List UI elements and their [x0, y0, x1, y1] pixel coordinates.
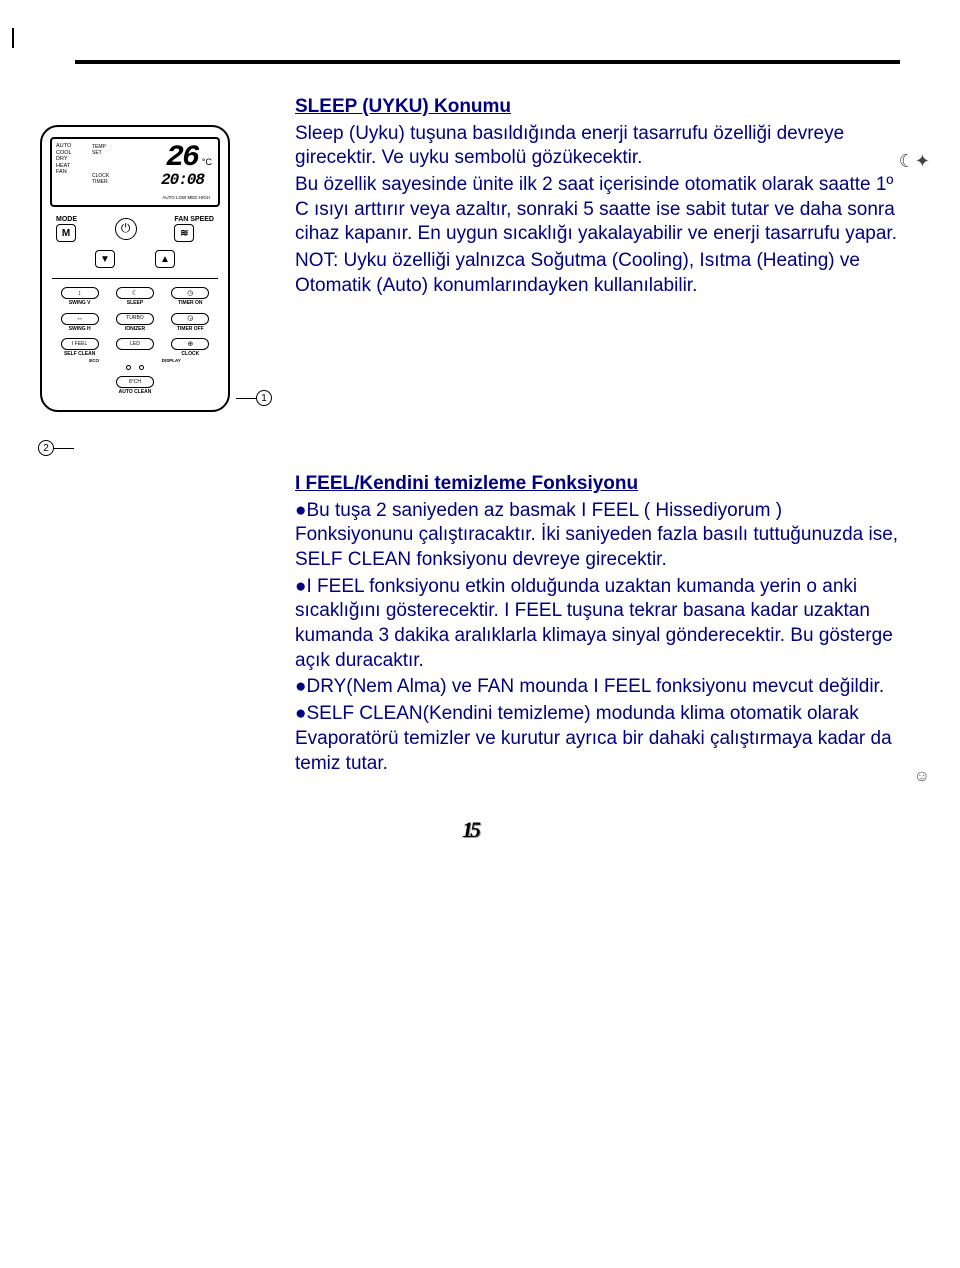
remote-main-buttons: MODE M ⏻ FAN SPEED ≋	[50, 215, 220, 246]
ifeel-button: I FEEL	[61, 338, 99, 350]
dot-icon	[139, 365, 144, 370]
section1-p2: Bu özellik sayesinde ünite ilk 2 saat iç…	[295, 173, 900, 247]
lcd-mode-list: AUTO COOL DRY HEAT FAN	[56, 143, 72, 176]
timer-off-button: ◶	[171, 313, 209, 325]
swing-h-label: SWING H	[56, 327, 103, 333]
sleep-button: ☾	[116, 287, 154, 299]
lcd-mode: FAN	[56, 169, 72, 176]
power-button: ⏻	[115, 218, 137, 240]
swing-v-label: SWING V	[56, 301, 103, 307]
page-number-container: 15	[40, 816, 900, 845]
section2-bullet1: ●Bu tuşa 2 saniyeden az basmak I FEEL ( …	[295, 499, 900, 573]
timer-on-label: TIMER ON	[167, 301, 214, 307]
lcd-clock-label-bottom: TIMER	[92, 180, 109, 186]
lcd-mode: COOL	[56, 150, 72, 157]
remote-divider	[52, 278, 218, 279]
remote-function-buttons: ↕ SWING V ☾ SLEEP ◷ TIMER ON ↔ SWING H	[50, 287, 220, 358]
remote-control-illustration: AUTO COOL DRY HEAT FAN TEMP SET 26 °C CL…	[40, 125, 230, 412]
section1-p1: Sleep (Uyku) tuşuna basıldığında enerji …	[295, 122, 900, 171]
swing-h-button: ↔	[61, 313, 99, 325]
remote-self-labels: ECO DISPLAY	[50, 358, 220, 364]
lcd-fan-speed: AUTO LOW MED HIGH	[162, 195, 210, 201]
led-button: LED	[116, 338, 154, 350]
remote-arrow-buttons: ▼ ▲	[50, 250, 220, 268]
callout-1-line	[236, 398, 256, 399]
mode-label: MODE	[56, 215, 77, 224]
remote-indicator-dots	[50, 365, 220, 370]
section2-heading: I FEEL/Kendini temizleme Fonksiyonu	[295, 472, 900, 497]
page-number: 15	[462, 816, 478, 845]
callout-2: 2	[38, 440, 54, 456]
mode-button: M	[56, 224, 76, 242]
lcd-clock: 20:08	[161, 170, 204, 191]
section1-heading: SLEEP (UYKU) Konumu	[295, 95, 900, 120]
section2-bullet3: ●DRY(Nem Alma) ve FAN mounda I FEEL fonk…	[295, 675, 900, 700]
temp-up-button: ▲	[155, 250, 175, 268]
section1-text: ☾✦ SLEEP (UYKU) Konumu Sleep (Uyku) tuşu…	[295, 95, 900, 301]
auto-clean-label: AUTO CLEAN	[50, 390, 220, 396]
fan-speed-label: FAN SPEED	[174, 215, 214, 224]
dot-icon	[126, 365, 131, 370]
ionizer-button: TURBO	[116, 313, 154, 325]
lcd-temp-label: TEMP SET	[92, 145, 106, 156]
lcd-mode: HEAT	[56, 163, 72, 170]
ionizer-label: IONIZER	[111, 327, 158, 333]
left-crop-mark	[12, 28, 14, 48]
section2-text: ☺ I FEEL/Kendini temizleme Fonksiyonu ●B…	[295, 472, 900, 776]
timer-on-button: ◷	[171, 287, 209, 299]
section1-p3: NOT: Uyku özelliği yalnızca Soğutma (Coo…	[295, 249, 900, 298]
moon-icon: ☾✦	[899, 150, 930, 173]
remote-column: AUTO COOL DRY HEAT FAN TEMP SET 26 °C CL…	[40, 95, 270, 412]
lcd-temp-unit: °C	[202, 157, 212, 169]
fan-speed-button: ≋	[174, 224, 194, 242]
lcd-mode: AUTO	[56, 143, 72, 150]
clock-button: ⊕	[171, 338, 209, 350]
lcd-mode: DRY	[56, 156, 72, 163]
callout-1: 1	[256, 390, 272, 406]
auto-clean-button: 8°CH	[116, 376, 154, 388]
lcd-clock-label: CLOCK TIMER	[92, 174, 109, 185]
sleep-label: SLEEP	[111, 301, 158, 307]
lcd-temp-label-bottom: SET	[92, 151, 106, 157]
page-content: AUTO COOL DRY HEAT FAN TEMP SET 26 °C CL…	[40, 30, 900, 845]
swing-v-button: ↕	[61, 287, 99, 299]
remote-lcd: AUTO COOL DRY HEAT FAN TEMP SET 26 °C CL…	[50, 137, 220, 207]
section2-bullet4: ●SELF CLEAN(Kendini temizleme) modunda k…	[295, 702, 900, 776]
top-row: AUTO COOL DRY HEAT FAN TEMP SET 26 °C CL…	[40, 95, 900, 412]
face-icon: ☺	[914, 767, 930, 788]
eco-label: ECO	[89, 358, 99, 364]
timer-off-label: TIMER OFF	[167, 327, 214, 333]
display-label: DISPLAY	[162, 358, 181, 364]
section2-bullet2: ●I FEEL fonksiyonu etkin olduğunda uzakt…	[295, 575, 900, 674]
temp-down-button: ▼	[95, 250, 115, 268]
callout-2-line	[54, 448, 74, 449]
